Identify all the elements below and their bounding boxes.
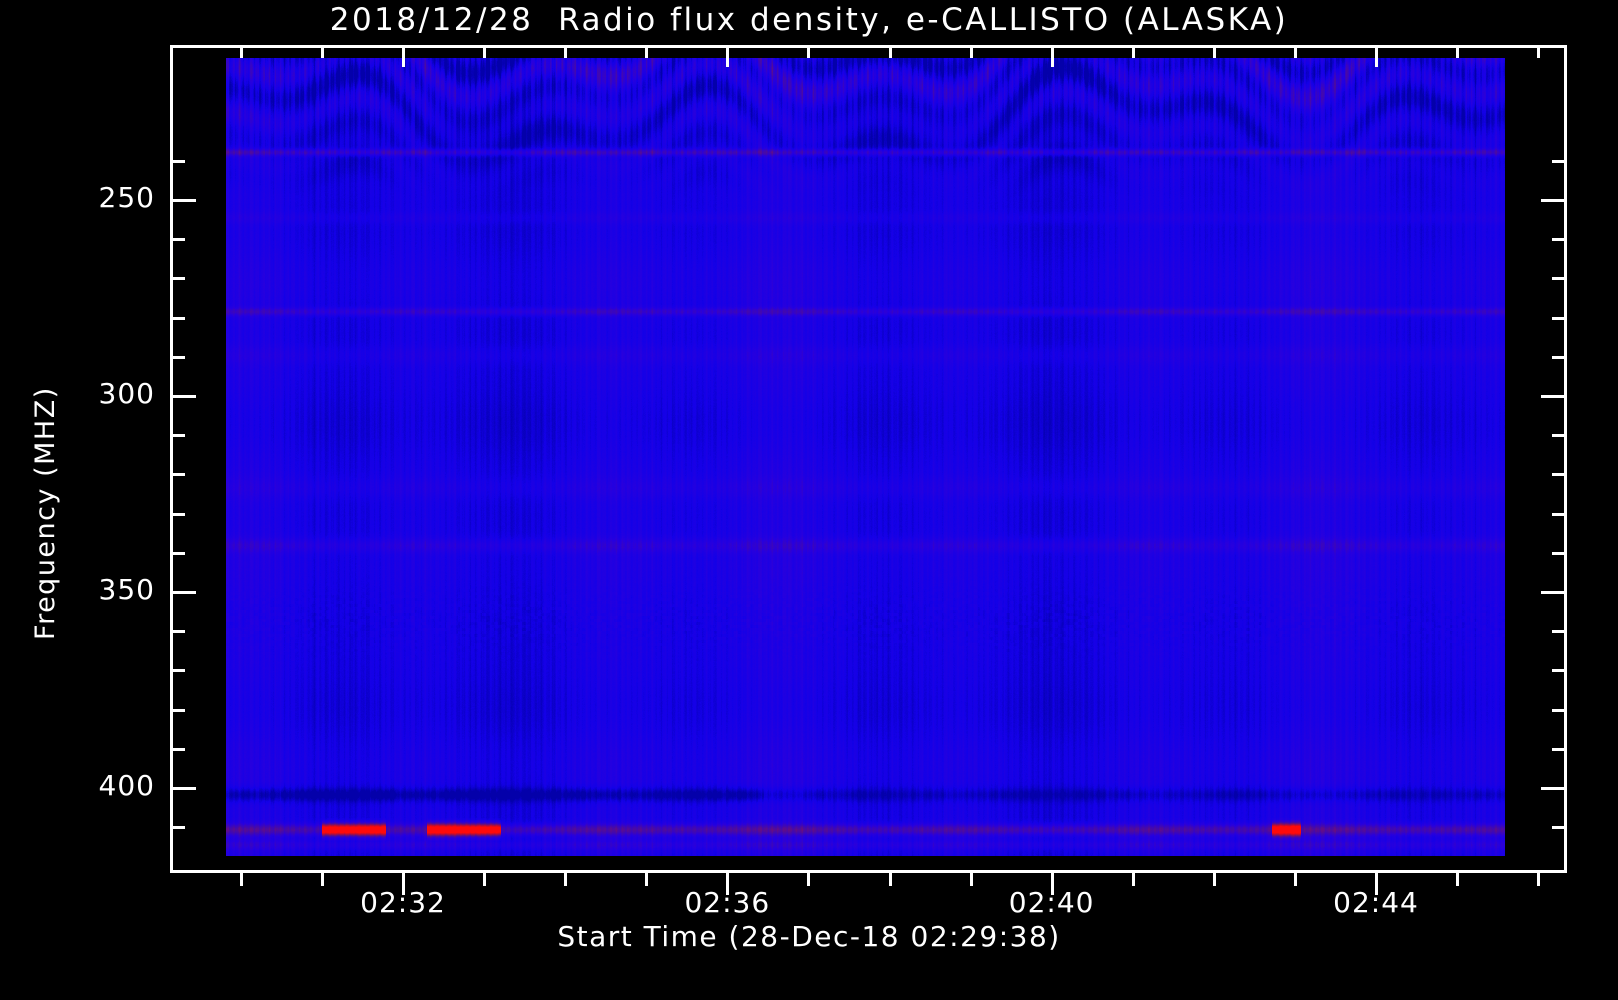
x-tick-major-top — [1050, 45, 1054, 67]
x-axis-title: Start Time (28-Dec-18 02:29:38) — [557, 920, 1061, 953]
x-tick-minor — [1537, 873, 1541, 886]
x-tick-minor — [1456, 873, 1460, 886]
x-tick-minor — [564, 873, 568, 886]
x-tick-minor — [483, 873, 487, 886]
y-tick-minor-right — [1552, 826, 1567, 830]
y-tick-minor-right — [1552, 473, 1567, 477]
x-tick-major — [726, 873, 730, 895]
y-tick-minor-right — [1552, 159, 1567, 163]
x-tick-major — [1050, 873, 1054, 895]
x-tick-label: 02:36 — [684, 886, 771, 919]
y-tick-minor-right — [1552, 238, 1567, 242]
y-tick-major — [170, 395, 196, 398]
x-tick-major — [402, 873, 405, 895]
x-tick-minor-top — [483, 45, 487, 58]
y-tick-major — [170, 199, 196, 202]
x-tick-label: 02:32 — [360, 886, 446, 919]
y-tick-minor-right — [1552, 551, 1567, 555]
y-tick-major-right — [1541, 199, 1567, 202]
y-tick-major — [170, 591, 196, 594]
y-tick-minor-right — [1552, 355, 1567, 359]
x-tick-minor — [1293, 873, 1297, 886]
y-tick-label: 250 — [98, 181, 155, 214]
y-tick-minor — [170, 473, 185, 477]
y-tick-minor — [170, 277, 185, 281]
x-tick-minor-top — [1293, 45, 1297, 58]
x-tick-minor — [807, 873, 811, 886]
x-tick-minor-top — [1537, 45, 1541, 58]
x-tick-minor — [239, 873, 243, 886]
x-tick-minor-top — [1131, 45, 1135, 58]
y-tick-minor-right — [1552, 708, 1567, 712]
y-tick-major-right — [1541, 395, 1567, 398]
y-tick-minor — [170, 238, 185, 242]
y-tick-minor — [170, 630, 185, 634]
x-tick-major-top — [402, 45, 405, 67]
y-tick-major — [170, 787, 196, 790]
y-tick-label: 400 — [98, 769, 155, 802]
x-tick-minor-top — [564, 45, 568, 58]
x-tick-minor-top — [645, 45, 649, 58]
y-tick-minor — [170, 747, 185, 751]
x-tick-minor — [1131, 873, 1135, 886]
y-tick-label: 300 — [98, 377, 155, 410]
y-tick-minor — [170, 434, 185, 438]
y-tick-minor-right — [1552, 316, 1567, 320]
y-tick-minor-right — [1552, 747, 1567, 751]
y-tick-minor — [170, 551, 185, 555]
x-tick-minor-top — [1212, 45, 1216, 58]
y-tick-label: 350 — [98, 573, 155, 606]
x-tick-minor-top — [807, 45, 811, 58]
y-tick-major-right — [1541, 591, 1567, 594]
x-tick-major-top — [1375, 45, 1378, 67]
x-tick-minor — [888, 873, 892, 886]
y-tick-minor-right — [1552, 434, 1567, 438]
x-tick-label: 02:44 — [1333, 886, 1419, 919]
spectrogram-image — [226, 58, 1505, 856]
y-tick-minor — [170, 826, 185, 830]
x-tick-minor — [969, 873, 973, 886]
x-tick-minor-top — [320, 45, 324, 58]
y-tick-minor — [170, 316, 185, 320]
y-tick-major-right — [1541, 787, 1567, 790]
x-tick-minor-top — [1456, 45, 1460, 58]
y-tick-minor — [170, 159, 185, 163]
x-tick-major — [1375, 873, 1378, 895]
y-tick-minor — [170, 708, 185, 712]
page-title: 2018/12/28 Radio flux density, e-CALLIST… — [329, 2, 1289, 38]
y-tick-minor-right — [1552, 512, 1567, 516]
y-tick-minor — [170, 512, 185, 516]
x-tick-label: 02:40 — [1008, 886, 1095, 919]
y-tick-minor-right — [1552, 277, 1567, 281]
x-tick-minor-top — [969, 45, 973, 58]
x-tick-minor-top — [239, 45, 243, 58]
y-tick-minor — [170, 355, 185, 359]
x-tick-minor-top — [888, 45, 892, 58]
x-tick-minor — [320, 873, 324, 886]
x-tick-major-top — [726, 45, 730, 67]
x-tick-minor — [645, 873, 649, 886]
y-tick-minor-right — [1552, 669, 1567, 673]
y-tick-minor — [170, 669, 185, 673]
y-tick-minor-right — [1552, 630, 1567, 634]
x-tick-minor — [1212, 873, 1216, 886]
